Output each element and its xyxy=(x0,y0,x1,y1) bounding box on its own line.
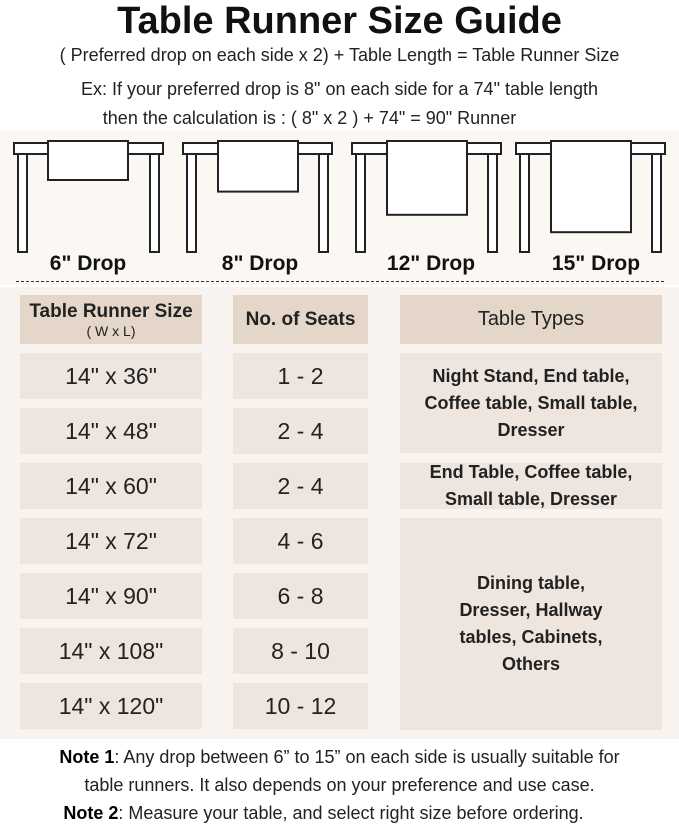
table-leg xyxy=(519,151,530,253)
note-1: Note 1: Any drop between 6” to 15” on ea… xyxy=(0,746,679,768)
note-2-label: Note 2 xyxy=(63,803,119,823)
table-leg xyxy=(487,151,498,253)
seats-cell: 6 - 8 xyxy=(233,573,368,619)
drop-illustrations xyxy=(0,130,679,285)
header-size-sub: ( W x L) xyxy=(86,322,136,339)
table-leg xyxy=(318,151,329,253)
size-cell: 14" x 72" xyxy=(20,518,202,564)
header-seats: No. of Seats xyxy=(233,295,368,344)
size-cell: 14" x 36" xyxy=(20,353,202,399)
table-types-text: Dining table, Dresser, Hallway tables, C… xyxy=(459,573,603,674)
note-2-text: : Measure your table, and select right s… xyxy=(118,803,584,823)
table-leg xyxy=(355,151,366,253)
table-leg xyxy=(149,151,160,253)
seats-cell: 10 - 12 xyxy=(233,683,368,729)
size-cell: 14" x 108" xyxy=(20,628,202,674)
example-calculation: then the calculation is : ( 8" x 2 ) + 7… xyxy=(102,108,517,128)
table-leg xyxy=(186,151,197,253)
drop-label: 8" Drop xyxy=(221,252,299,275)
note-2: Note 2: Measure your table, and select r… xyxy=(0,802,663,824)
header-types: Table Types xyxy=(400,295,662,344)
note-1-label: Note 1 xyxy=(59,747,115,767)
table-types-cell: Dining table, Dresser, Hallway tables, C… xyxy=(400,518,662,730)
table-types-cell: Night Stand, End table, Coffee table, Sm… xyxy=(400,353,662,453)
header-size-label: Table Runner Size xyxy=(29,300,193,322)
drop-label: 15" Drop xyxy=(551,252,641,275)
table-runner xyxy=(47,140,129,181)
drop-label: 12" Drop xyxy=(386,252,476,275)
dashed-divider xyxy=(16,281,664,282)
formula-text: ( Preferred drop on each side x 2) + Tab… xyxy=(59,45,620,65)
note-1-text: : Any drop between 6” to 15” on each sid… xyxy=(114,747,620,767)
table-runner xyxy=(550,140,632,234)
size-cell: 14" x 90" xyxy=(20,573,202,619)
table-types-cell: End Table, Coffee table, Small table, Dr… xyxy=(400,462,662,509)
header-size: Table Runner Size ( W x L) xyxy=(20,295,202,344)
seats-cell: 1 - 2 xyxy=(233,353,368,399)
size-cell: 14" x 120" xyxy=(20,683,202,729)
size-cell: 14" x 60" xyxy=(20,463,202,509)
example-text: Ex: If your preferred drop is 8" on each… xyxy=(80,79,599,99)
drop-label: 6" Drop xyxy=(49,252,127,275)
seats-cell: 8 - 10 xyxy=(233,628,368,674)
note-1-continued: table runners. It also depends on your p… xyxy=(84,775,595,795)
seats-cell: 4 - 6 xyxy=(233,518,368,564)
size-cell: 14" x 48" xyxy=(20,408,202,454)
table-drawings xyxy=(13,140,666,253)
table-runner xyxy=(386,140,468,216)
table-leg xyxy=(17,151,28,253)
table-runner xyxy=(217,140,299,193)
page-title: Table Runner Size Guide xyxy=(117,0,562,42)
seats-cell: 2 - 4 xyxy=(233,463,368,509)
seats-cell: 2 - 4 xyxy=(233,408,368,454)
table-leg xyxy=(651,151,662,253)
